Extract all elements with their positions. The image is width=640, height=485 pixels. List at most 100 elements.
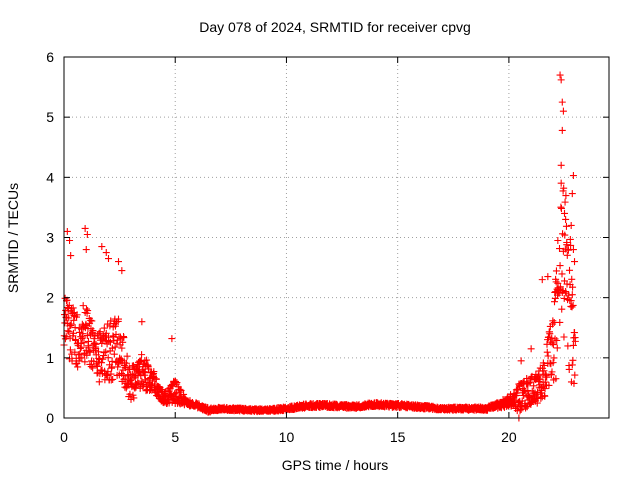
x-tick-label: 10	[279, 429, 295, 445]
data-point	[118, 344, 126, 352]
data-point	[109, 332, 117, 340]
data-point	[561, 209, 569, 217]
data-point	[95, 329, 103, 337]
data-point	[82, 320, 90, 328]
data-point	[562, 288, 570, 296]
data-point	[95, 354, 103, 362]
data-point	[115, 315, 122, 323]
data-point	[107, 370, 115, 378]
data-point	[138, 377, 146, 385]
data-point	[566, 266, 574, 274]
y-axis-label: SRMTID / TECUs	[5, 183, 21, 293]
data-point	[94, 348, 102, 356]
data-point	[88, 317, 96, 325]
data-point	[545, 381, 553, 389]
data-point	[107, 376, 115, 384]
data-point	[119, 338, 127, 346]
chart-title: Day 078 of 2024, SRMTID for receiver cpv…	[199, 19, 471, 35]
data-point	[540, 361, 548, 369]
data-points	[60, 71, 579, 422]
data-point	[571, 258, 579, 266]
data-point	[104, 255, 112, 263]
data-point	[567, 221, 575, 229]
x-tick-label: 15	[390, 429, 406, 445]
data-point	[150, 368, 158, 376]
data-point	[565, 365, 573, 373]
data-point	[525, 379, 533, 387]
data-point	[168, 335, 176, 343]
data-point	[561, 231, 569, 239]
data-point	[138, 318, 146, 326]
data-point	[541, 378, 549, 386]
data-point	[558, 305, 566, 313]
data-point	[567, 241, 575, 249]
data-point	[78, 334, 86, 342]
data-point	[541, 392, 549, 400]
data-point	[138, 351, 146, 359]
data-point	[549, 359, 557, 367]
data-point	[553, 337, 561, 345]
grid	[64, 57, 609, 418]
data-point	[544, 352, 552, 360]
data-point	[569, 283, 577, 291]
x-axis-label: GPS time / hours	[282, 457, 389, 473]
data-point	[515, 398, 523, 406]
data-point	[517, 357, 525, 365]
data-point	[552, 278, 560, 286]
data-point	[109, 375, 117, 383]
data-point	[541, 385, 549, 393]
data-point	[99, 355, 107, 363]
data-point	[105, 337, 113, 345]
data-point	[548, 368, 556, 376]
data-point	[93, 362, 101, 370]
y-tick-label: 2	[46, 290, 54, 306]
data-point	[519, 379, 527, 387]
data-point	[523, 374, 531, 382]
data-point	[83, 332, 91, 340]
data-point	[143, 356, 151, 364]
data-point	[100, 324, 108, 332]
data-point	[69, 329, 77, 337]
data-point	[84, 307, 92, 315]
data-point	[102, 329, 110, 337]
data-point	[71, 348, 79, 356]
data-point	[568, 275, 576, 283]
data-point	[538, 276, 546, 284]
data-point	[96, 328, 104, 336]
data-point	[111, 343, 119, 351]
data-point	[569, 246, 577, 254]
data-point	[64, 327, 72, 335]
y-tick-label: 3	[46, 230, 54, 246]
data-point	[81, 224, 89, 232]
data-point	[556, 245, 564, 253]
data-point	[118, 267, 126, 275]
data-point	[83, 230, 91, 238]
data-point	[122, 384, 130, 392]
data-point	[110, 350, 118, 358]
data-point	[557, 76, 565, 84]
data-point	[89, 364, 97, 372]
data-point	[104, 354, 112, 362]
data-point	[551, 298, 558, 306]
data-point	[549, 317, 557, 325]
data-point	[102, 249, 110, 257]
data-point	[126, 390, 134, 398]
y-tick-label: 1	[46, 350, 54, 366]
data-point	[78, 354, 86, 362]
data-point	[564, 246, 572, 254]
data-point	[562, 192, 570, 200]
data-point	[115, 258, 122, 266]
data-point	[556, 71, 564, 79]
data-point	[98, 243, 106, 251]
data-point	[568, 303, 576, 311]
data-point	[65, 314, 73, 322]
data-point	[571, 337, 579, 345]
data-point	[69, 304, 77, 312]
data-point	[79, 302, 87, 310]
data-point	[543, 340, 551, 348]
data-point	[569, 356, 577, 364]
data-point	[557, 204, 565, 212]
data-point	[552, 267, 560, 275]
data-point	[93, 361, 101, 369]
data-point	[548, 339, 556, 347]
